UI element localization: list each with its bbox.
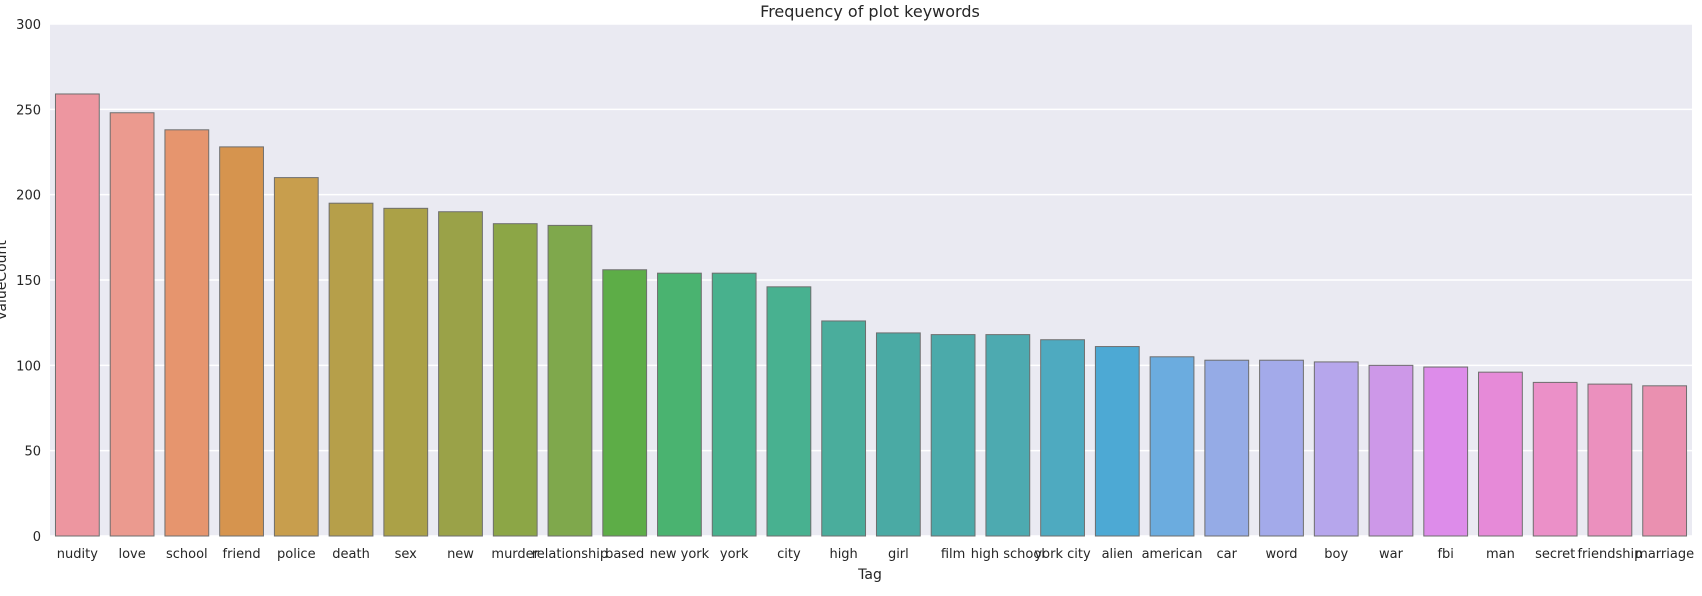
x-tick-label: police	[277, 547, 316, 562]
x-tick-label: nudity	[57, 547, 98, 562]
bar-secret	[1532, 381, 1578, 537]
x-tick-label: death	[332, 547, 370, 562]
bars	[54, 93, 1688, 537]
bar-york-city	[1040, 339, 1085, 537]
x-tick-label: friendship	[1577, 547, 1642, 562]
bar-boy	[1313, 361, 1359, 537]
chart-title: Frequency of plot keywords	[760, 2, 980, 21]
bar-fbi	[1423, 366, 1469, 537]
bar-high	[821, 320, 867, 537]
y-tick-label: 50	[24, 445, 41, 460]
x-axis-label: Tag	[857, 567, 882, 583]
bar-man	[1478, 371, 1523, 537]
x-tick-label: york city	[1034, 547, 1091, 562]
bar-american	[1149, 356, 1195, 537]
bar-new-york	[657, 272, 702, 537]
bar-based	[602, 269, 648, 537]
gridlines	[50, 23, 1692, 537]
x-tick-label: based	[605, 547, 644, 562]
bar-word	[1259, 359, 1304, 537]
x-tick-label: new york	[650, 547, 710, 562]
x-tick-label: high school	[971, 547, 1045, 562]
x-tick-label: film	[941, 547, 965, 562]
bar-friend	[219, 146, 264, 537]
bar-friendship	[1587, 383, 1633, 537]
bar-war	[1368, 364, 1414, 537]
x-tick-label: relationship	[532, 547, 608, 562]
bar-police	[273, 177, 319, 537]
x-tick-label: word	[1266, 547, 1298, 562]
bar-girl	[875, 332, 921, 537]
x-tick-label: war	[1379, 547, 1404, 562]
bar-relationship	[547, 224, 593, 537]
y-tick-label: 0	[33, 530, 41, 545]
x-tick-label: boy	[1324, 547, 1348, 562]
y-tick-label: 100	[16, 359, 41, 374]
x-tick-label: school	[166, 547, 208, 562]
x-tick-label: murder	[491, 547, 539, 562]
bar-sex	[383, 207, 429, 537]
bar-film	[930, 334, 976, 537]
bar-school	[164, 129, 210, 537]
bar-york	[711, 272, 757, 537]
x-tick-label: alien	[1102, 547, 1133, 562]
y-tick-label: 200	[16, 189, 41, 204]
bar-marriage	[1642, 385, 1688, 537]
y-tick-label: 250	[16, 103, 41, 118]
x-tick-label: love	[118, 547, 145, 562]
bar-high-school	[985, 334, 1031, 537]
bar-nudity	[54, 93, 100, 537]
x-tick-label: car	[1217, 547, 1238, 562]
x-tick-label: city	[777, 547, 801, 562]
x-tick-label: york	[720, 547, 749, 562]
x-tick-label: new	[447, 547, 474, 562]
bar-city	[766, 286, 812, 537]
y-tick-label: 150	[16, 274, 41, 289]
x-tick-label: high	[829, 547, 857, 562]
bar-murder	[492, 223, 538, 537]
x-tick-label: girl	[888, 547, 909, 562]
y-tick-label: 300	[16, 18, 41, 33]
bar-alien	[1094, 346, 1140, 537]
x-tick-label: fbi	[1437, 547, 1453, 562]
x-tick-label: man	[1486, 547, 1515, 562]
bar-new	[438, 211, 483, 537]
bar-love	[109, 112, 155, 537]
y-axis-label: valueCount	[0, 240, 10, 320]
x-tick-label: american	[1142, 547, 1203, 562]
bar-car	[1204, 359, 1250, 537]
y-tick-labels: 0 50 100 150 200 250 300	[16, 18, 41, 545]
x-tick-labels: nudity love school friend police death sex new m…	[57, 547, 1694, 562]
x-tick-label: secret	[1535, 547, 1575, 562]
x-tick-label: friend	[223, 547, 261, 562]
bar-death	[328, 202, 374, 537]
x-tick-label: marriage	[1635, 547, 1694, 562]
x-tick-label: sex	[395, 547, 418, 562]
